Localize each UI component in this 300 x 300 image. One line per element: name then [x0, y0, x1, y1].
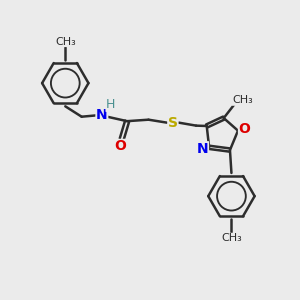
Text: N: N — [96, 108, 108, 122]
Text: CH₃: CH₃ — [55, 37, 76, 46]
Text: N: N — [197, 142, 208, 156]
Text: S: S — [168, 116, 178, 130]
Text: O: O — [238, 122, 250, 136]
Text: CH₃: CH₃ — [221, 233, 242, 243]
Text: O: O — [114, 140, 126, 153]
Text: CH₃: CH₃ — [232, 95, 253, 105]
Text: H: H — [106, 98, 116, 111]
